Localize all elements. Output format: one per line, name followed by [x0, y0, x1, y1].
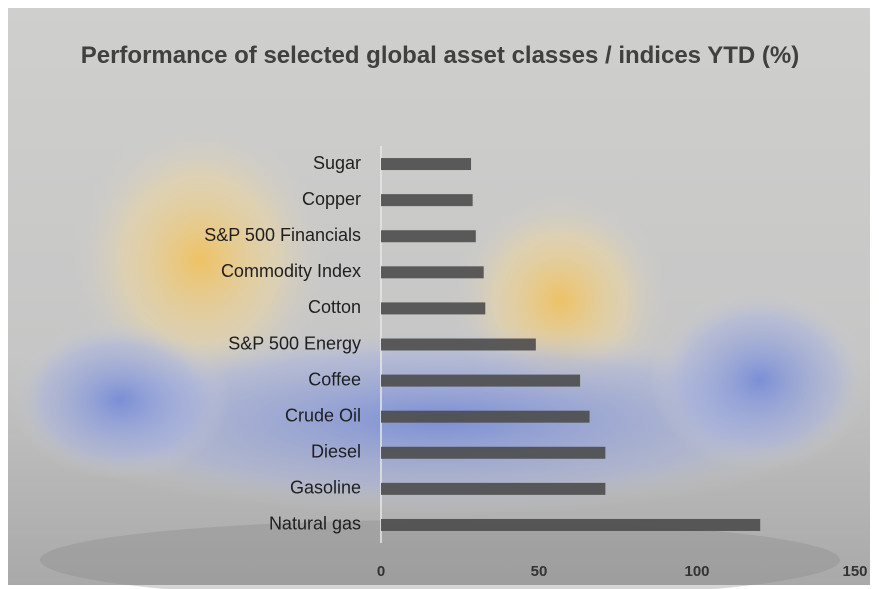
- bar: [381, 302, 486, 315]
- bar: [381, 518, 761, 531]
- x-tick-label: 150: [842, 563, 867, 580]
- bar: [381, 410, 590, 423]
- y-tick-label: Gasoline: [290, 478, 361, 498]
- x-tick-label: 50: [531, 563, 548, 580]
- bar: [381, 230, 476, 243]
- bar: [381, 338, 536, 351]
- background: [8, 8, 870, 589]
- y-tick-label: Crude Oil: [285, 405, 361, 425]
- x-tick-label: 0: [377, 563, 385, 580]
- bar: [381, 158, 472, 171]
- y-tick-label: S&P 500 Financials: [204, 225, 361, 245]
- y-tick-label: Copper: [302, 189, 361, 209]
- bar: [381, 194, 473, 207]
- y-tick-label: Cotton: [308, 297, 361, 317]
- bar: [381, 266, 484, 279]
- y-tick-label: Sugar: [313, 153, 361, 173]
- bar: [381, 482, 606, 495]
- y-tick-label: Coffee: [308, 369, 361, 389]
- bar: [381, 446, 606, 459]
- chart-title: Performance of selected global asset cla…: [80, 42, 800, 69]
- y-tick-label: S&P 500 Energy: [228, 333, 361, 353]
- x-tick-label: 100: [684, 563, 709, 580]
- y-tick-label: Diesel: [311, 442, 361, 462]
- y-tick-label: Natural gas: [269, 514, 361, 534]
- y-tick-label: Commodity Index: [221, 261, 361, 281]
- bar: [381, 374, 581, 387]
